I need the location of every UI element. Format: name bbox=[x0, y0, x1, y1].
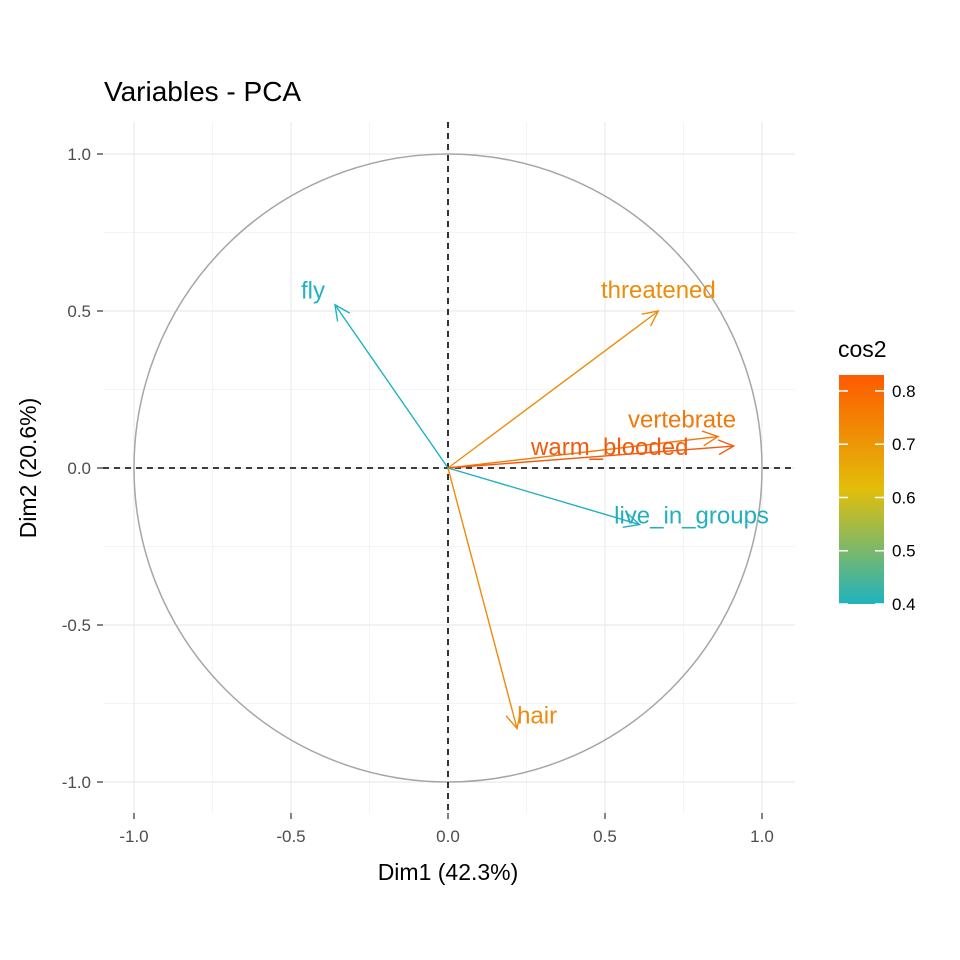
y-axis-title: Dim2 (20.6%) bbox=[15, 398, 41, 539]
x-axis-ticks: -1.0 -0.5 0.0 0.5 1.0 bbox=[119, 813, 774, 846]
legend-ticks: 0.4 0.5 0.6 0.7 0.8 bbox=[839, 382, 916, 614]
chart-title: Variables - PCA bbox=[104, 76, 301, 107]
label-warm-blooded: warm_blooded bbox=[530, 434, 688, 461]
arrow-warm-blooded bbox=[447, 439, 736, 469]
x-tick-label: -1.0 bbox=[119, 827, 148, 846]
arrow-threatened bbox=[447, 310, 660, 469]
legend-tick-label: 0.6 bbox=[892, 488, 916, 507]
label-live-in-groups: live_in_groups bbox=[614, 503, 769, 530]
y-tick-label: 1.0 bbox=[67, 145, 91, 164]
x-tick-label: -0.5 bbox=[276, 827, 305, 846]
x-tick-label: 1.0 bbox=[750, 827, 774, 846]
y-axis-ticks: -1.0 -0.5 0.0 0.5 1.0 bbox=[62, 145, 103, 792]
y-tick-label: 0.0 bbox=[67, 459, 91, 478]
legend-color-bar bbox=[839, 375, 884, 604]
label-hair: hair bbox=[517, 703, 557, 730]
legend: cos2 0.4 0.5 0.6 0.7 0.8 bbox=[838, 336, 916, 614]
arrow-hair bbox=[447, 467, 521, 731]
legend-tick-label: 0.5 bbox=[892, 542, 916, 561]
legend-tick-label: 0.7 bbox=[892, 435, 916, 454]
label-threatened: threatened bbox=[601, 277, 716, 304]
label-fly: fly bbox=[301, 278, 325, 305]
variable-arrows bbox=[334, 303, 736, 731]
y-tick-label: -1.0 bbox=[62, 773, 91, 792]
arrow-vertebrate bbox=[447, 430, 720, 469]
legend-tick-label: 0.4 bbox=[892, 595, 916, 614]
legend-title: cos2 bbox=[838, 336, 887, 362]
arrow-live-in-groups bbox=[447, 467, 642, 528]
legend-tick-label: 0.8 bbox=[892, 382, 916, 401]
x-tick-label: 0.5 bbox=[593, 827, 617, 846]
x-tick-label: 0.0 bbox=[436, 827, 460, 846]
x-axis-title: Dim1 (42.3%) bbox=[378, 859, 519, 885]
y-tick-label: -0.5 bbox=[62, 616, 91, 635]
arrow-fly bbox=[334, 303, 449, 469]
y-tick-label: 0.5 bbox=[67, 302, 91, 321]
label-vertebrate: vertebrate bbox=[628, 407, 736, 434]
